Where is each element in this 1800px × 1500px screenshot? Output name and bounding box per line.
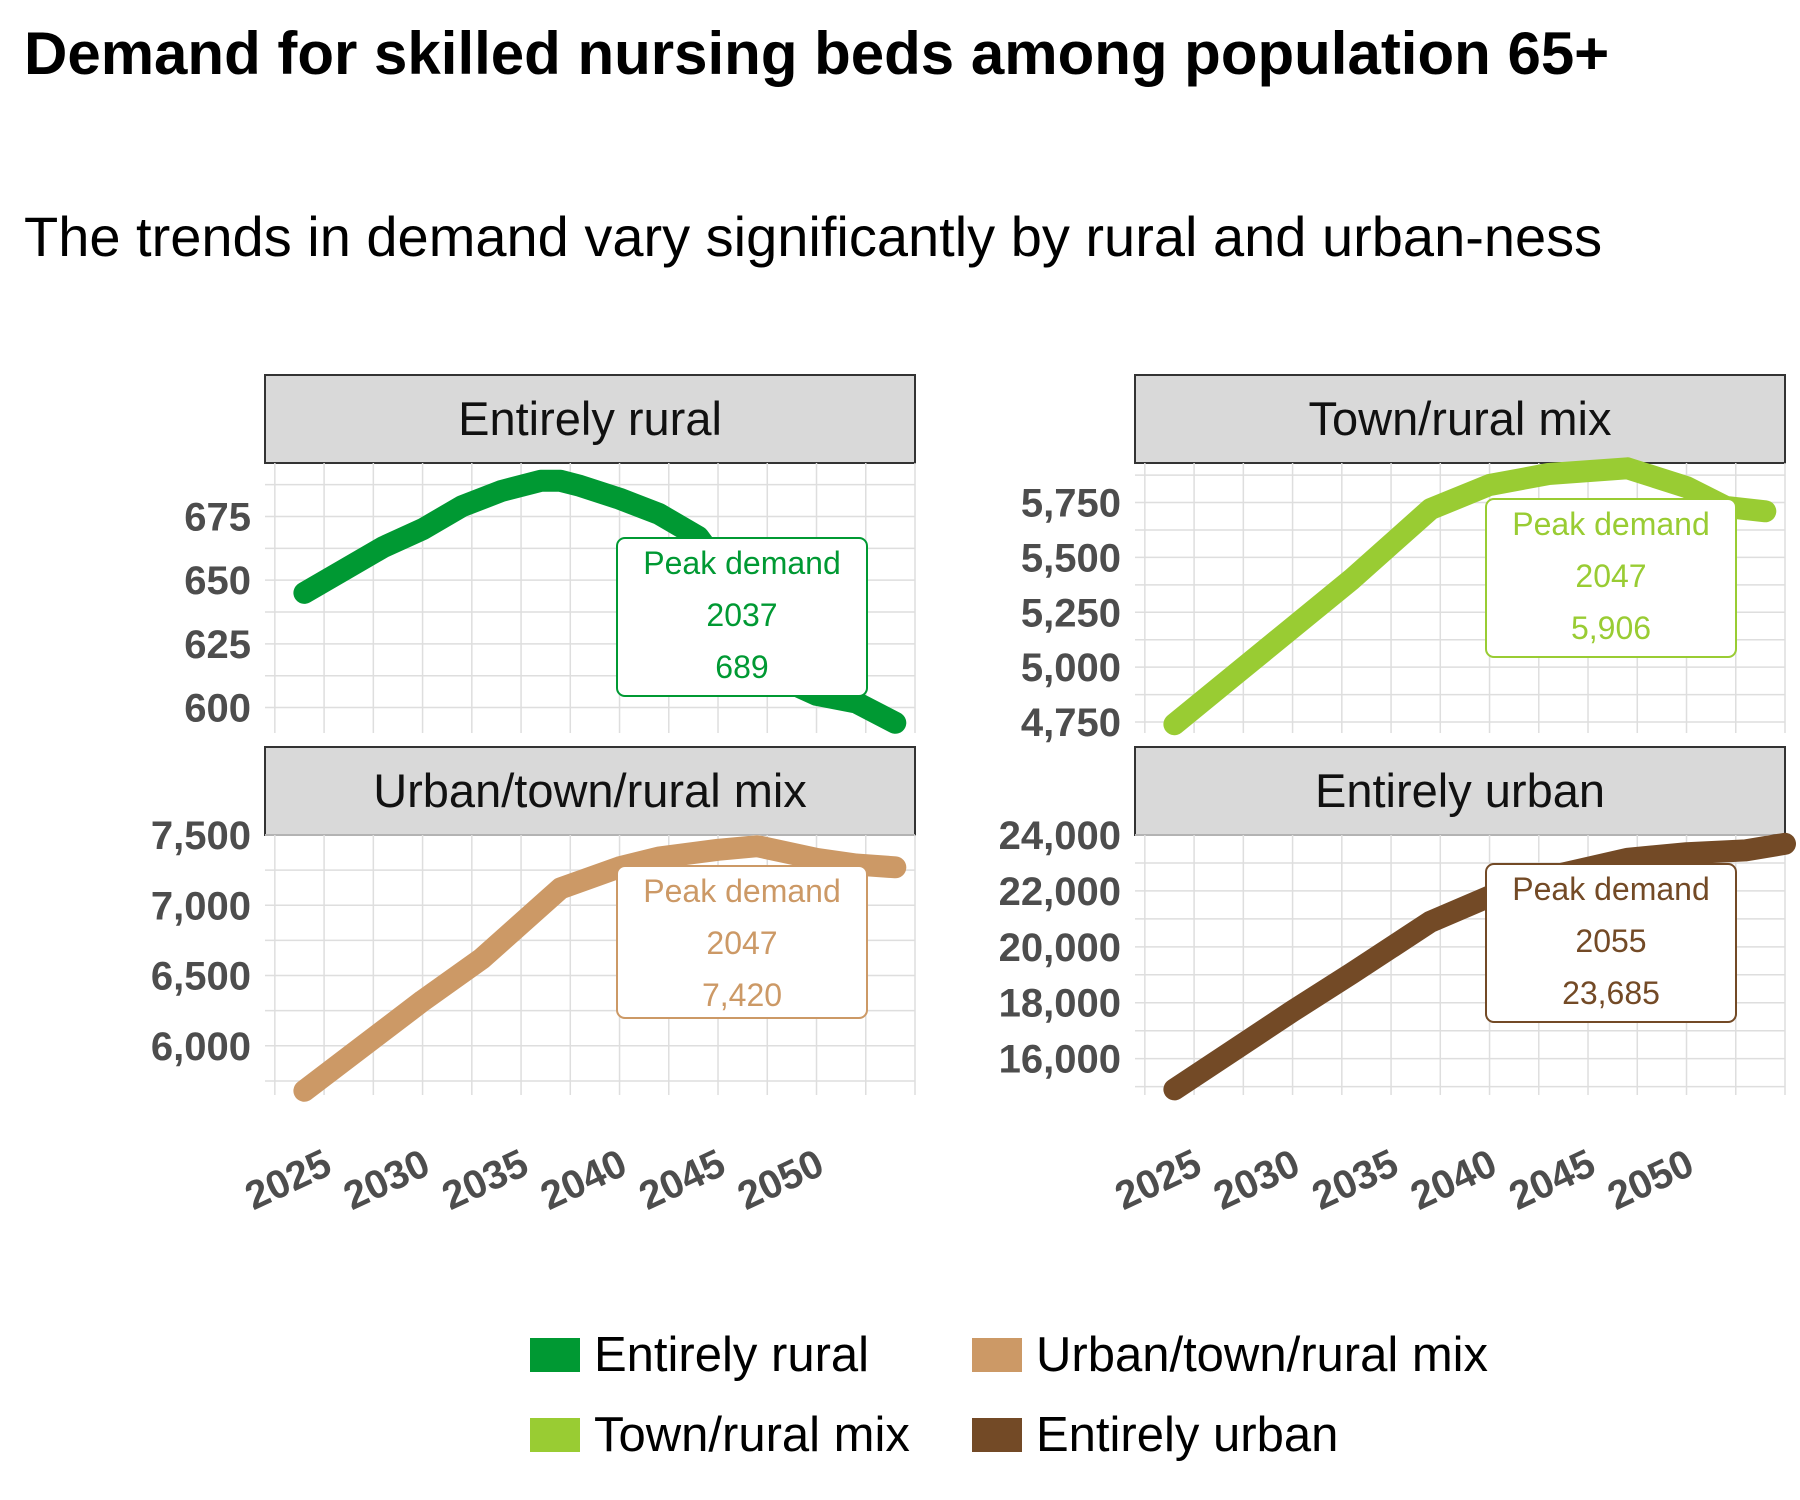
y-tick-label-town-rural-mix: 4,750 <box>1021 701 1121 745</box>
legend-item-entirely-rural: Entirely rural <box>530 1325 869 1385</box>
legend-swatch-town-rural-mix <box>530 1418 580 1452</box>
x-tick-label-urban-town-rural-mix: 2040 <box>534 1141 633 1218</box>
legend-item-entirely-urban: Entirely urban <box>972 1405 1338 1465</box>
strip-urban-town-rural-mix <box>264 746 916 836</box>
legend-item-urban-town-rural-mix: Urban/town/rural mix <box>972 1325 1488 1385</box>
x-tick-label-entirely-urban: 2025 <box>1109 1141 1208 1218</box>
y-tick-label-town-rural-mix: 5,000 <box>1021 646 1121 690</box>
x-tick-label-urban-town-rural-mix: 2025 <box>239 1141 338 1218</box>
annotation-title-town-rural-mix: Peak demand <box>1512 506 1709 542</box>
annotation-box-entirely-rural <box>616 537 868 697</box>
legend: Entirely rural Urban/town/rural mix Town… <box>530 1325 1530 1485</box>
x-tick-label-entirely-urban: 2030 <box>1207 1141 1306 1218</box>
x-tick-label-entirely-urban: 2045 <box>1503 1141 1602 1218</box>
annotation-title-entirely-urban: Peak demand <box>1512 871 1709 907</box>
annotation-box-urban-town-rural-mix <box>616 865 868 1019</box>
annotation-year-urban-town-rural-mix: 2047 <box>706 925 777 961</box>
y-tick-label-urban-town-rural-mix: 7,500 <box>151 814 251 858</box>
chart-subtitle: The trends in demand vary significantly … <box>24 205 1603 268</box>
y-tick-label-town-rural-mix: 5,250 <box>1021 591 1121 635</box>
x-tick-label-urban-town-rural-mix: 2030 <box>337 1141 436 1218</box>
series-line-urban-town-rural-mix <box>293 835 907 1102</box>
x-tick-label-entirely-urban: 2040 <box>1404 1141 1503 1218</box>
annotation-box-entirely-urban <box>1485 863 1737 1023</box>
annotation-value-entirely-rural: 689 <box>715 649 768 685</box>
legend-swatch-urban-town-rural-mix <box>972 1338 1022 1372</box>
y-tick-label-town-rural-mix: 5,500 <box>1021 536 1121 580</box>
annotation-year-entirely-urban: 2055 <box>1575 923 1646 959</box>
x-tick-label-entirely-urban: 2050 <box>1601 1141 1700 1218</box>
series-line-town-rural-mix <box>1163 457 1777 736</box>
y-tick-label-entirely-rural: 625 <box>184 623 251 667</box>
chart-title: Demand for skilled nursing beds among po… <box>24 20 1610 87</box>
y-tick-label-entirely-urban: 22,000 <box>999 870 1121 914</box>
y-tick-label-entirely-urban: 18,000 <box>999 982 1121 1026</box>
annotation-title-entirely-rural: Peak demand <box>643 545 840 581</box>
faceted-line-chart: Entirely rural 600 625 650 675 Peak demand 203… <box>151 374 1796 1219</box>
legend-label-urban-town-rural-mix: Urban/town/rural mix <box>1036 1328 1489 1382</box>
annotation-box-town-rural-mix <box>1485 498 1737 658</box>
annotation-value-town-rural-mix: 5,906 <box>1571 610 1651 646</box>
legend-swatch-entirely-urban <box>972 1418 1022 1452</box>
annotation-value-urban-town-rural-mix: 7,420 <box>702 977 782 1013</box>
y-tick-label-town-rural-mix: 5,750 <box>1021 482 1121 526</box>
legend-label-entirely-rural: Entirely rural <box>594 1328 870 1382</box>
y-tick-label-entirely-rural: 650 <box>184 559 251 603</box>
y-tick-label-entirely-rural: 600 <box>184 687 251 731</box>
y-tick-label-urban-town-rural-mix: 6,500 <box>151 955 251 999</box>
strip-town-rural-mix <box>1134 374 1786 464</box>
x-tick-label-urban-town-rural-mix: 2035 <box>436 1141 535 1218</box>
annotation-year-town-rural-mix: 2047 <box>1575 558 1646 594</box>
y-tick-label-entirely-urban: 20,000 <box>999 926 1121 970</box>
strip-label-urban-town-rural-mix: Urban/town/rural mix <box>373 764 807 817</box>
legend-label-town-rural-mix: Town/rural mix <box>594 1408 910 1462</box>
annotation-title-urban-town-rural-mix: Peak demand <box>643 873 840 909</box>
annotation-value-entirely-urban: 23,685 <box>1562 975 1660 1011</box>
legend-swatch-entirely-rural <box>530 1338 580 1372</box>
x-tick-label-urban-town-rural-mix: 2050 <box>731 1141 830 1218</box>
strip-label-entirely-urban: Entirely urban <box>1315 764 1605 817</box>
y-tick-label-urban-town-rural-mix: 6,000 <box>151 1025 251 1069</box>
annotation-year-entirely-rural: 2037 <box>706 597 777 633</box>
y-tick-label-entirely-urban: 24,000 <box>999 814 1121 858</box>
strip-label-town-rural-mix: Town/rural mix <box>1309 392 1612 445</box>
y-tick-label-entirely-urban: 16,000 <box>999 1038 1121 1082</box>
x-tick-label-urban-town-rural-mix: 2045 <box>633 1141 732 1218</box>
y-tick-label-entirely-rural: 675 <box>184 495 251 539</box>
x-tick-label-entirely-urban: 2035 <box>1306 1141 1405 1218</box>
legend-item-town-rural-mix: Town/rural mix <box>530 1405 910 1465</box>
legend-label-entirely-urban: Entirely urban <box>1036 1408 1339 1462</box>
strip-label-entirely-rural: Entirely rural <box>458 392 722 445</box>
y-tick-label-urban-town-rural-mix: 7,000 <box>151 884 251 928</box>
strip-entirely-rural <box>264 374 916 464</box>
